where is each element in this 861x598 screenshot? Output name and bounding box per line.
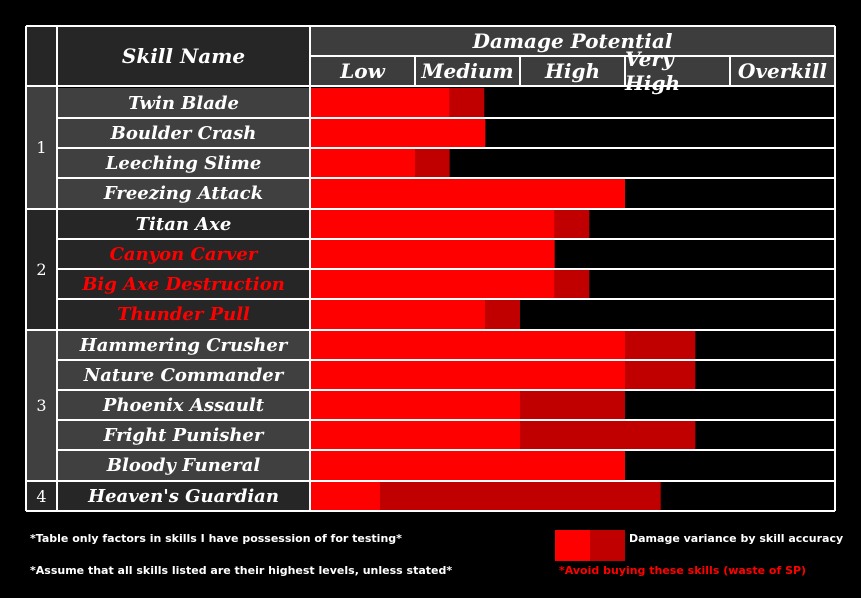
bar-base <box>310 88 450 118</box>
skill-name: Heaven's Guardian <box>88 485 279 507</box>
group-label: 2 <box>36 260 47 279</box>
bar-variance <box>415 148 450 178</box>
legend-avoid-label: *Avoid buying these skills (waste of SP) <box>559 564 807 577</box>
skill-row-background <box>57 390 310 420</box>
skill-row-background <box>57 178 310 209</box>
bar-base <box>310 390 520 420</box>
bar-variance <box>520 390 625 420</box>
group-background <box>26 481 57 511</box>
legend-variance-label: Damage variance by skill accuracy <box>629 532 844 545</box>
bar-base <box>310 360 625 390</box>
legend-swatch-variance <box>590 530 625 561</box>
skill-name: Titan Axe <box>135 213 232 235</box>
skill-row-background <box>57 118 310 148</box>
skill-row-background <box>57 88 310 118</box>
skill-name-header: Skill Name <box>121 44 246 68</box>
skill-name-avoid: Canyon Carver <box>109 243 258 265</box>
group-background <box>26 330 57 481</box>
bar-variance <box>380 481 661 511</box>
level-overkill-header: Overkill <box>738 59 827 83</box>
level-medium-header: Medium <box>421 59 514 83</box>
skill-name: Twin Blade <box>128 92 239 114</box>
group-background <box>26 209 57 330</box>
skill-row-background <box>57 269 310 299</box>
skill-row-background <box>57 209 310 239</box>
level-high-header: High <box>544 59 601 83</box>
bar-base <box>310 118 486 148</box>
bar-base <box>310 209 555 239</box>
level-low-header: Low <box>340 59 385 83</box>
skill-row-background <box>57 148 310 178</box>
corner-cell <box>26 26 57 86</box>
group-label: 1 <box>36 138 47 157</box>
bar-base <box>310 481 381 511</box>
skill-name: Fright Punisher <box>103 424 264 446</box>
skill-name-avoid: Thunder Pull <box>117 304 250 325</box>
skill-row-background <box>57 450 310 481</box>
bar-variance <box>625 360 696 390</box>
bar-variance <box>520 420 696 450</box>
skill-name: Bloody Funeral <box>106 455 261 476</box>
bar-variance <box>554 269 590 299</box>
bar-base <box>310 299 486 330</box>
bar-base <box>310 420 520 450</box>
skill-name: Boulder Crash <box>110 122 257 144</box>
skill-row-background <box>57 360 310 390</box>
legend-swatch-base <box>555 530 590 561</box>
skill-row-background <box>57 330 310 360</box>
damage-potential-header: Damage Potential <box>472 29 673 53</box>
skill-row-background <box>57 420 310 450</box>
note-testing: *Table only factors in skills I have pos… <box>30 532 402 545</box>
skill-row-background <box>57 481 310 511</box>
skill-row-background <box>57 299 310 330</box>
group-label: 3 <box>36 396 47 415</box>
note-levels: *Assume that all skills listed are their… <box>30 564 453 577</box>
header-background <box>57 26 310 86</box>
group-label: 4 <box>36 486 47 506</box>
skill-name: Nature Commander <box>83 364 284 386</box>
skill-name: Phoenix Assault <box>102 394 265 416</box>
bar-base <box>310 239 555 269</box>
level-very-high-header: Very High <box>625 47 681 95</box>
bar-variance <box>554 209 590 239</box>
bar-variance <box>449 88 485 118</box>
group-background <box>26 86 57 209</box>
skill-name-avoid: Big Axe Destruction <box>82 273 285 295</box>
skill-name: Hammering Crusher <box>79 334 288 356</box>
bar-base <box>310 178 625 209</box>
skill-name: Leeching Slime <box>105 152 262 174</box>
bar-variance <box>625 330 696 360</box>
bar-base <box>310 450 625 481</box>
bar-base <box>310 269 555 299</box>
skill-row-background <box>57 239 310 269</box>
bar-variance <box>485 299 520 330</box>
skill-name: Freezing Attack <box>103 183 264 204</box>
bar-base <box>310 148 415 178</box>
bar-base <box>310 330 625 360</box>
